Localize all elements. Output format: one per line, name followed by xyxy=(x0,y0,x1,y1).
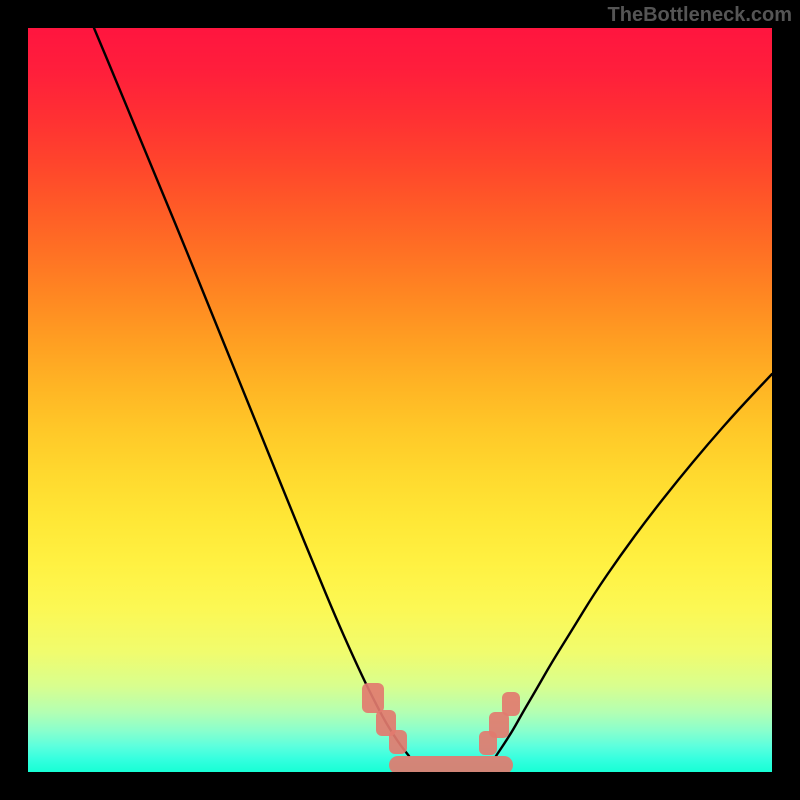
marker-left-0 xyxy=(362,683,384,713)
marker-left-2 xyxy=(389,730,407,754)
marker-right-2 xyxy=(502,692,520,716)
plot-area xyxy=(28,28,772,772)
chart-container: TheBottleneck.com xyxy=(0,0,800,800)
marker-right-1 xyxy=(489,712,509,738)
marker-bottom-bar xyxy=(389,756,513,772)
plot-svg xyxy=(28,28,772,772)
watermark-text: TheBottleneck.com xyxy=(608,4,792,27)
